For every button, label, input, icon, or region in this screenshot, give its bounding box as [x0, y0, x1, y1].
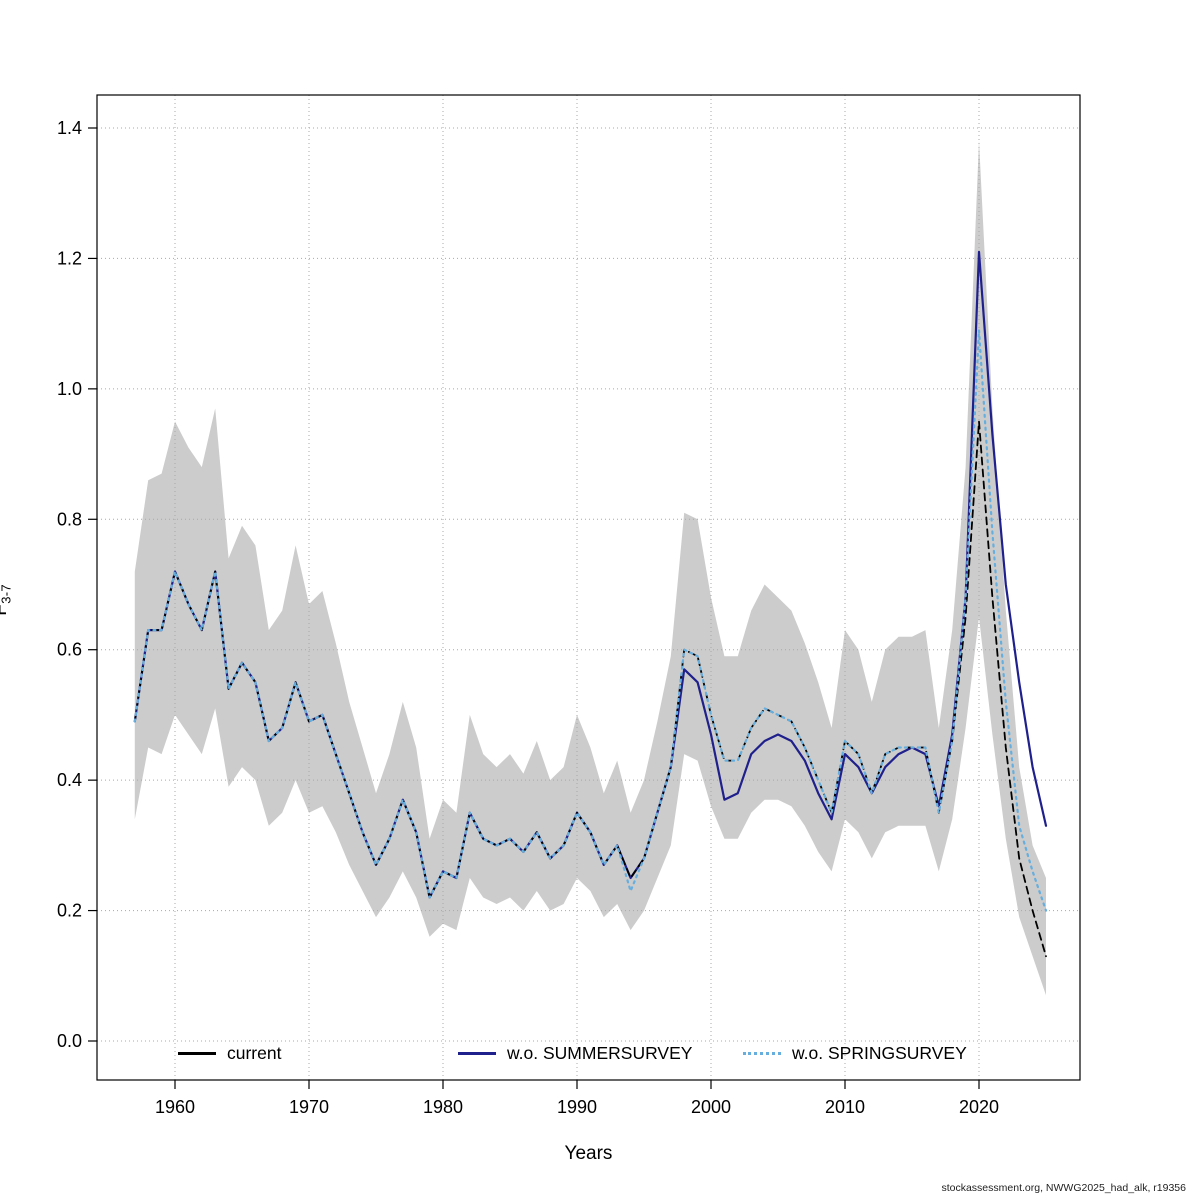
source-note: stockassessment.org, NWWG2025_had_alk, r… [941, 1182, 1186, 1194]
svg-text:1.0: 1.0 [57, 379, 82, 399]
svg-text:2000: 2000 [691, 1097, 731, 1117]
legend-item-wo-springsurvey: w.o. SPRINGSURVEY [743, 1042, 967, 1064]
svg-text:0.2: 0.2 [57, 901, 82, 921]
svg-text:2020: 2020 [959, 1097, 999, 1117]
legend-label-wo-springsurvey: w.o. SPRINGSURVEY [792, 1042, 967, 1063]
svg-text:0.6: 0.6 [57, 640, 82, 660]
x-axis-label: Years [564, 1143, 613, 1164]
legend-item-wo-summersurvey: w.o. SUMMERSURVEY [458, 1042, 692, 1064]
y-axis-label-sub: 3-7 [0, 584, 14, 604]
svg-text:1.4: 1.4 [57, 118, 82, 138]
svg-text:1960: 1960 [155, 1097, 195, 1117]
y-axis-label: F3-7 [0, 584, 14, 616]
svg-text:1980: 1980 [423, 1097, 463, 1117]
svg-text:0.0: 0.0 [57, 1031, 82, 1051]
svg-text:1990: 1990 [557, 1097, 597, 1117]
legend-line-wo-springsurvey [743, 1051, 781, 1055]
svg-text:0.8: 0.8 [57, 509, 82, 529]
svg-text:0.4: 0.4 [57, 770, 82, 790]
y-axis-label-main: F [0, 604, 11, 616]
legend-label-current: current [227, 1042, 282, 1063]
legend-line-wo-summersurvey [458, 1051, 496, 1055]
svg-text:1970: 1970 [289, 1097, 329, 1117]
svg-text:2010: 2010 [825, 1097, 865, 1117]
legend-line-current [178, 1051, 216, 1055]
legend-item-current: current [178, 1042, 281, 1064]
legend-label-wo-summersurvey: w.o. SUMMERSURVEY [507, 1042, 693, 1063]
svg-text:1.2: 1.2 [57, 248, 82, 268]
